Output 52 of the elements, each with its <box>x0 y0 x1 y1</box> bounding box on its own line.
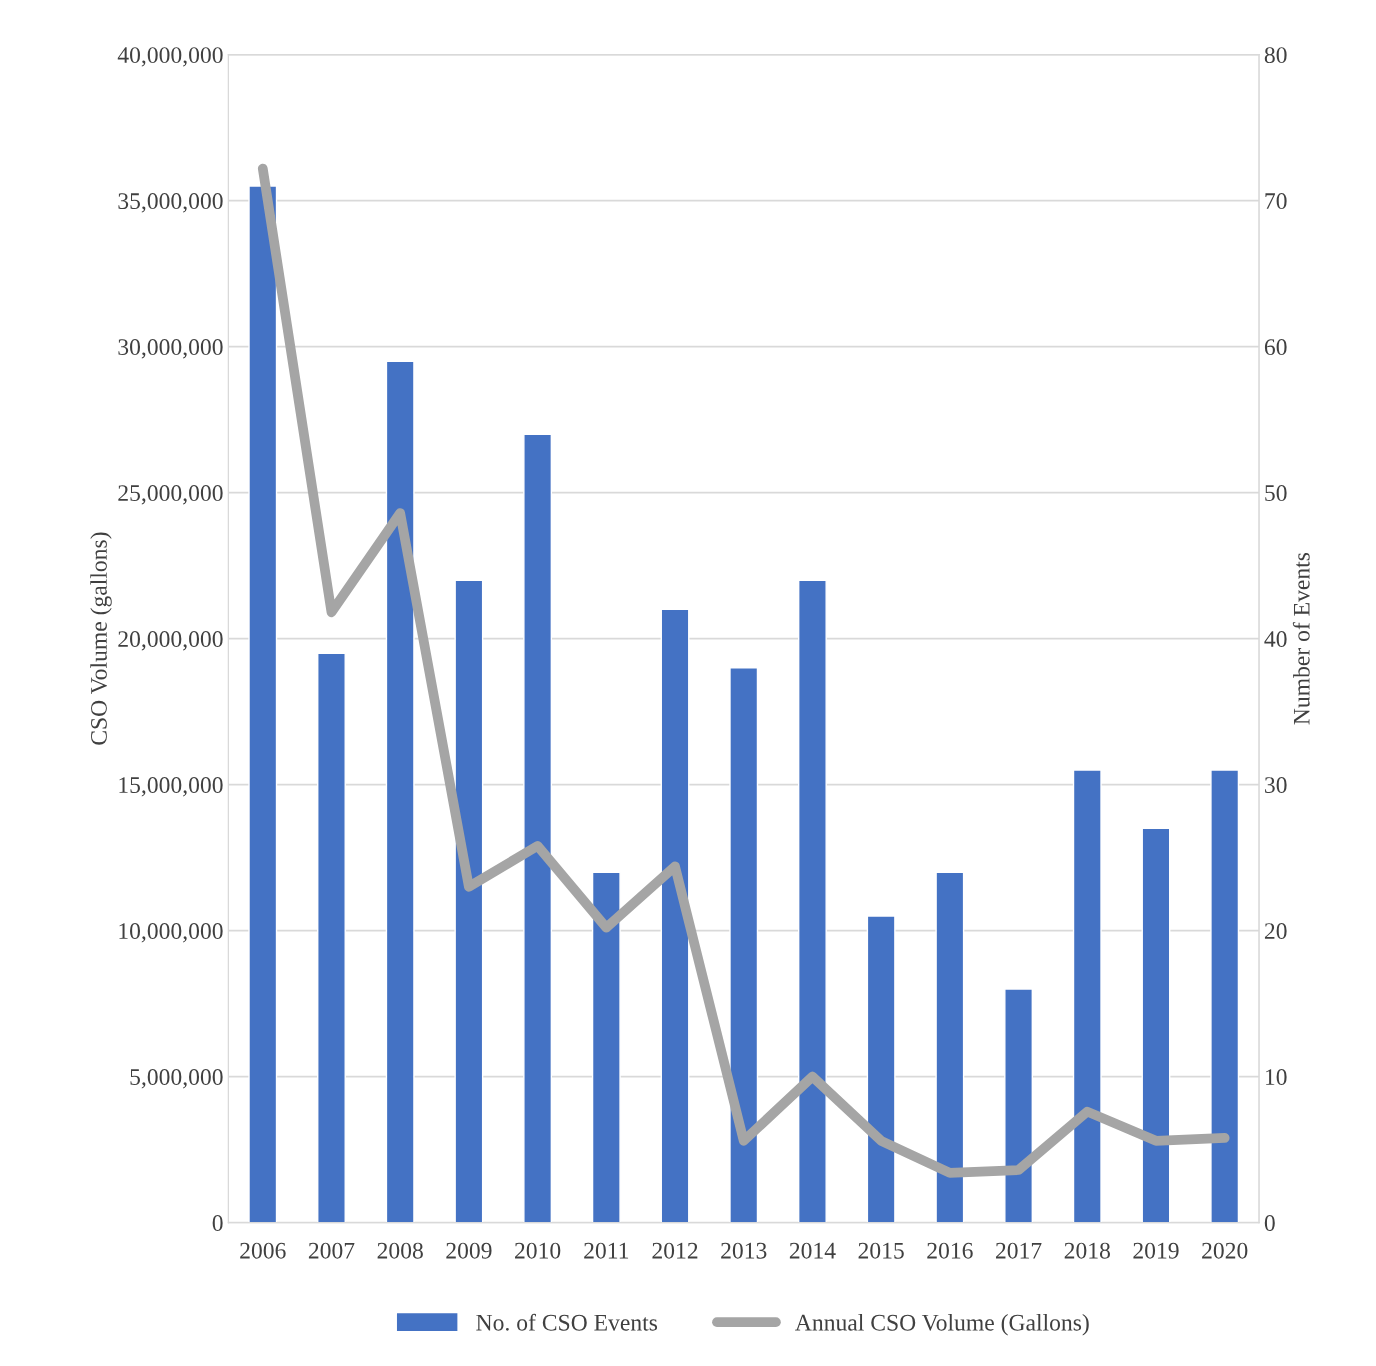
x-tick-label: 2019 <box>1133 1242 1179 1259</box>
y-tick-label: 30,000,000 <box>118 339 223 359</box>
bar <box>454 579 484 1223</box>
x-tick-label: 2018 <box>1064 1242 1110 1259</box>
x-tick-label: 2012 <box>652 1242 698 1259</box>
bar <box>1004 988 1033 1223</box>
x-tick-label: 2020 <box>1202 1242 1248 1259</box>
y2-tick-label: 80 <box>1264 47 1287 64</box>
bar <box>591 871 621 1223</box>
bar <box>866 915 896 1223</box>
x-tick-label: 2007 <box>308 1242 355 1259</box>
y-tick-label: 0 <box>212 1215 223 1231</box>
y-axis-title: CSO Volume (gallons) <box>90 532 112 745</box>
bar <box>935 871 965 1223</box>
x-tick-label: 2006 <box>240 1242 286 1259</box>
x-tick-label: 2009 <box>446 1242 492 1259</box>
bar <box>1072 769 1102 1223</box>
bar <box>385 360 415 1223</box>
y2-tick-label: 20 <box>1264 923 1287 940</box>
y2-tick-label: 50 <box>1265 485 1287 502</box>
y2-axis-title: Number of Events <box>1292 552 1310 725</box>
y-tick-label: 25,000,000 <box>118 485 223 505</box>
bar <box>660 608 690 1223</box>
y2-tick-label: 10 <box>1265 1069 1287 1085</box>
y-tick-label: 20,000,000 <box>118 631 223 651</box>
y-tick-label: 40,000,000 <box>117 47 223 67</box>
y-tick-label: 5,000,000 <box>130 1069 223 1089</box>
bar <box>1210 769 1240 1223</box>
bar <box>248 185 278 1223</box>
x-tick-label: 2014 <box>789 1242 836 1259</box>
y2-tick-label: 30 <box>1265 777 1287 794</box>
x-tick-label: 2011 <box>584 1242 629 1259</box>
bar <box>1141 827 1171 1223</box>
y2-tick-label: 0 <box>1264 1215 1275 1231</box>
x-tick-label: 2010 <box>515 1242 561 1259</box>
y-tick-label: 10,000,000 <box>119 923 223 943</box>
y2-tick-label: 40 <box>1264 631 1287 648</box>
bar <box>797 579 827 1223</box>
bar <box>729 667 759 1223</box>
x-tick-label: 2013 <box>721 1242 767 1259</box>
legend-label: Annual CSO Volume (Gallons) <box>795 1314 1089 1336</box>
y-tick-label: 35,000,000 <box>118 193 223 213</box>
y-tick-label: 15,000,000 <box>119 777 223 797</box>
x-tick-label: 2016 <box>927 1242 973 1259</box>
x-tick-label: 2008 <box>377 1242 423 1259</box>
y2-tick-label: 60 <box>1264 339 1287 356</box>
x-tick-label: 2017 <box>995 1242 1042 1259</box>
x-tick-label: 2015 <box>858 1242 904 1259</box>
y2-tick-label: 70 <box>1265 193 1287 210</box>
bar <box>317 652 346 1223</box>
legend-label: No. of CSO Events <box>476 1313 658 1331</box>
bar <box>523 433 553 1223</box>
